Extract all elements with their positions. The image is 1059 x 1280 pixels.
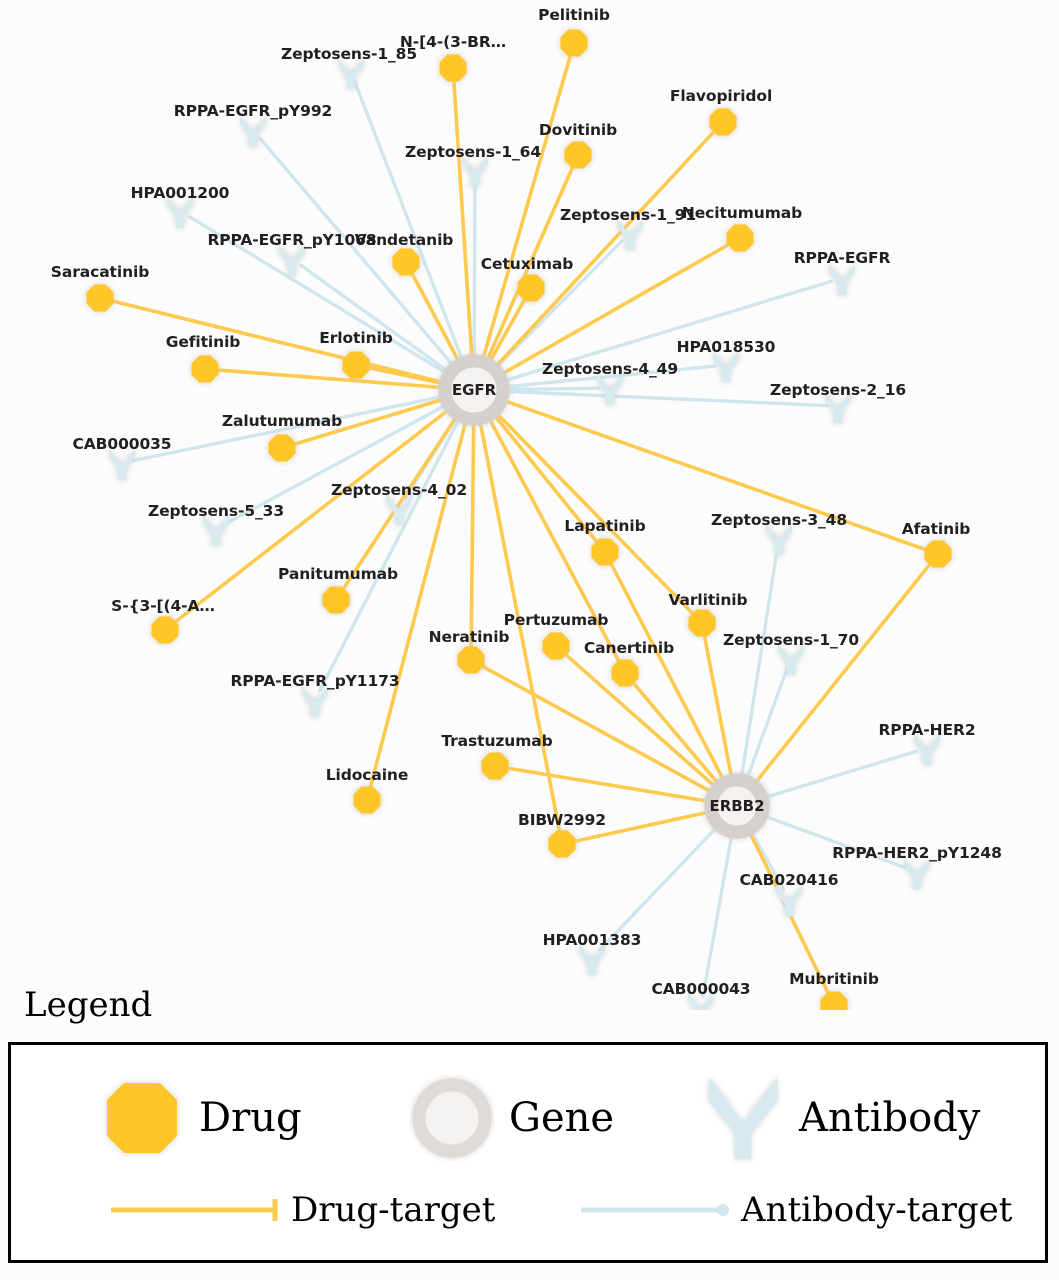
legend-item-drug: Drug [99,1075,302,1161]
legend-item-antibody: Antibody [701,1071,980,1165]
legend-label-drug-target: Drug-target [291,1190,496,1230]
legend-label-gene: Gene [509,1095,615,1141]
legend-item-antibody-target: Antibody-target [577,1193,1012,1227]
legend-item-gene: Gene [409,1075,614,1161]
legend: Legend Drug Gene Antibody [0,985,1059,1280]
gene-icon [412,1078,492,1158]
edges-layer [109,52,933,998]
legend-title: Legend [24,985,153,1025]
network-canvas[interactable]: Zeptosens-1_85 RPPA-EGFR_pY992 Zeptosens-1… [0,0,1059,1010]
legend-label-antibody: Antibody [799,1095,981,1141]
gene-node-label-egfr: EGFR [451,381,497,399]
legend-label-drug: Drug [199,1095,302,1141]
legend-label-antibody-target: Antibody-target [741,1190,1013,1230]
antibody-icon [709,1077,777,1159]
network-svg[interactable] [0,0,1059,1010]
nodes-layer [86,29,952,1010]
gene-node-label-erbb2: ERBB2 [709,797,765,815]
legend-box: Drug Gene Antibody Drug-ta [8,1042,1048,1263]
drug-icon [107,1083,177,1153]
antibody-target-edge-icon [581,1204,729,1216]
legend-item-drug-target: Drug-target [107,1193,495,1227]
drug-target-edge-icon [111,1199,278,1221]
